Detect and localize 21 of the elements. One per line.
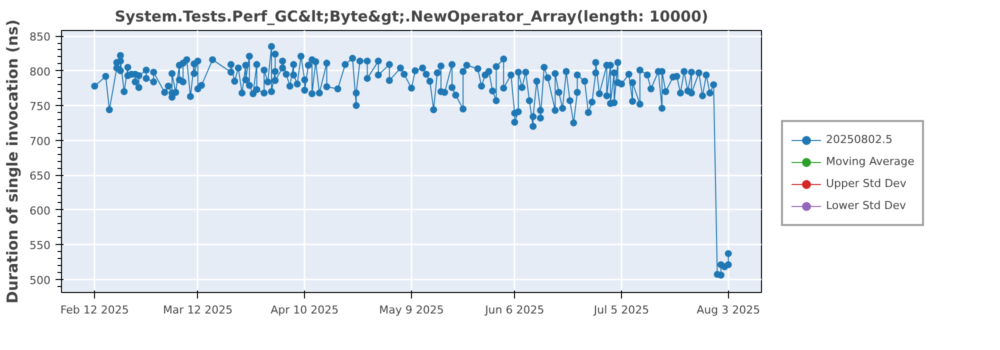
x-tick-label: Feb 12 2025: [60, 304, 129, 316]
y-tick-label: 800: [30, 65, 51, 78]
legend-label: Moving Average: [826, 154, 914, 168]
x-tick-label: Jun 6 2025: [484, 304, 544, 316]
y-axis-title: Duration of single invocation (ns): [4, 20, 22, 304]
x-tick-label: May 9 2025: [379, 304, 444, 316]
chart-title: System.Tests.Perf_GC&lt;Byte&gt;.NewOperator_Array(length: 10000): [114, 8, 708, 26]
y-tick-label: 750: [30, 100, 51, 114]
x-tick-label: Apr 10 2025: [270, 304, 339, 316]
y-tick-label: 850: [30, 30, 51, 44]
y-tick-label: 650: [30, 170, 51, 183]
legend-label: 20250802.5: [826, 132, 892, 146]
y-tick-label: 500: [30, 274, 51, 287]
x-tick-label: Mar 12 2025: [162, 304, 233, 316]
y-tick-label: 550: [30, 239, 51, 252]
legend-label: Upper Std Dev: [826, 176, 906, 190]
y-tick-label: 600: [30, 204, 51, 218]
legend-label: Lower Std Dev: [826, 198, 906, 212]
x-tick-label: Jul 5 2025: [592, 304, 650, 316]
y-tick-label: 700: [30, 134, 51, 148]
x-tick-label: Aug 3 2025: [696, 304, 760, 316]
